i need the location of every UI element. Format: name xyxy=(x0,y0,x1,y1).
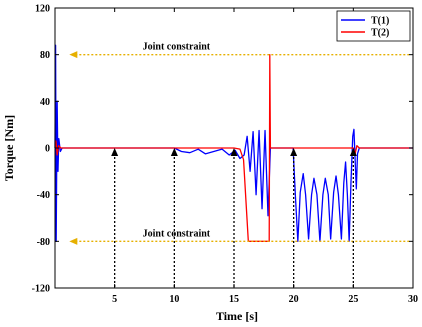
y-tick-label: 80 xyxy=(40,50,50,61)
marker-arrowhead xyxy=(111,148,119,156)
y-tick-label: 0 xyxy=(45,144,50,155)
y-tick-label: -80 xyxy=(37,237,50,248)
y-tick-label: -40 xyxy=(37,190,50,201)
x-tick-label: 10 xyxy=(169,294,179,305)
marker-arrowhead xyxy=(230,148,238,156)
x-tick-label: 15 xyxy=(229,294,239,305)
x-tick-label: 5 xyxy=(112,294,117,305)
y-tick-label: -120 xyxy=(32,284,50,295)
constraint-label: Joint constraint xyxy=(143,42,211,53)
x-tick-label: 25 xyxy=(348,294,358,305)
legend-label: T(1) xyxy=(371,16,389,27)
tick-layer: 5 10 15 20 25 30 -120 -80 -40 0 40 80 120 xyxy=(32,4,418,306)
y-axis-label: Torque [Nm] xyxy=(2,115,16,181)
x-axis-label: Time [s] xyxy=(216,309,258,323)
reference-layer: Joint constraint Joint constraint xyxy=(69,42,410,245)
marker-arrowhead xyxy=(170,148,178,156)
constraint-arrowhead xyxy=(69,237,78,245)
series-layer xyxy=(54,44,413,242)
x-tick-label: 20 xyxy=(289,294,299,305)
legend: T(1)T(2) xyxy=(336,10,411,42)
x-tick-label: 30 xyxy=(408,294,418,305)
marker-arrowhead xyxy=(349,148,357,156)
marker-arrowhead xyxy=(290,148,298,156)
legend-box xyxy=(336,10,411,42)
constraint-label: Joint constraint xyxy=(143,228,211,239)
y-tick-label: 40 xyxy=(40,97,50,108)
marker-arrow-layer xyxy=(111,148,357,287)
y-tick-label: 120 xyxy=(35,4,50,15)
constraint-arrowhead xyxy=(69,51,78,59)
series-line-1 xyxy=(54,44,413,242)
legend-label: T(2) xyxy=(371,28,389,39)
series-line-2 xyxy=(54,54,413,242)
